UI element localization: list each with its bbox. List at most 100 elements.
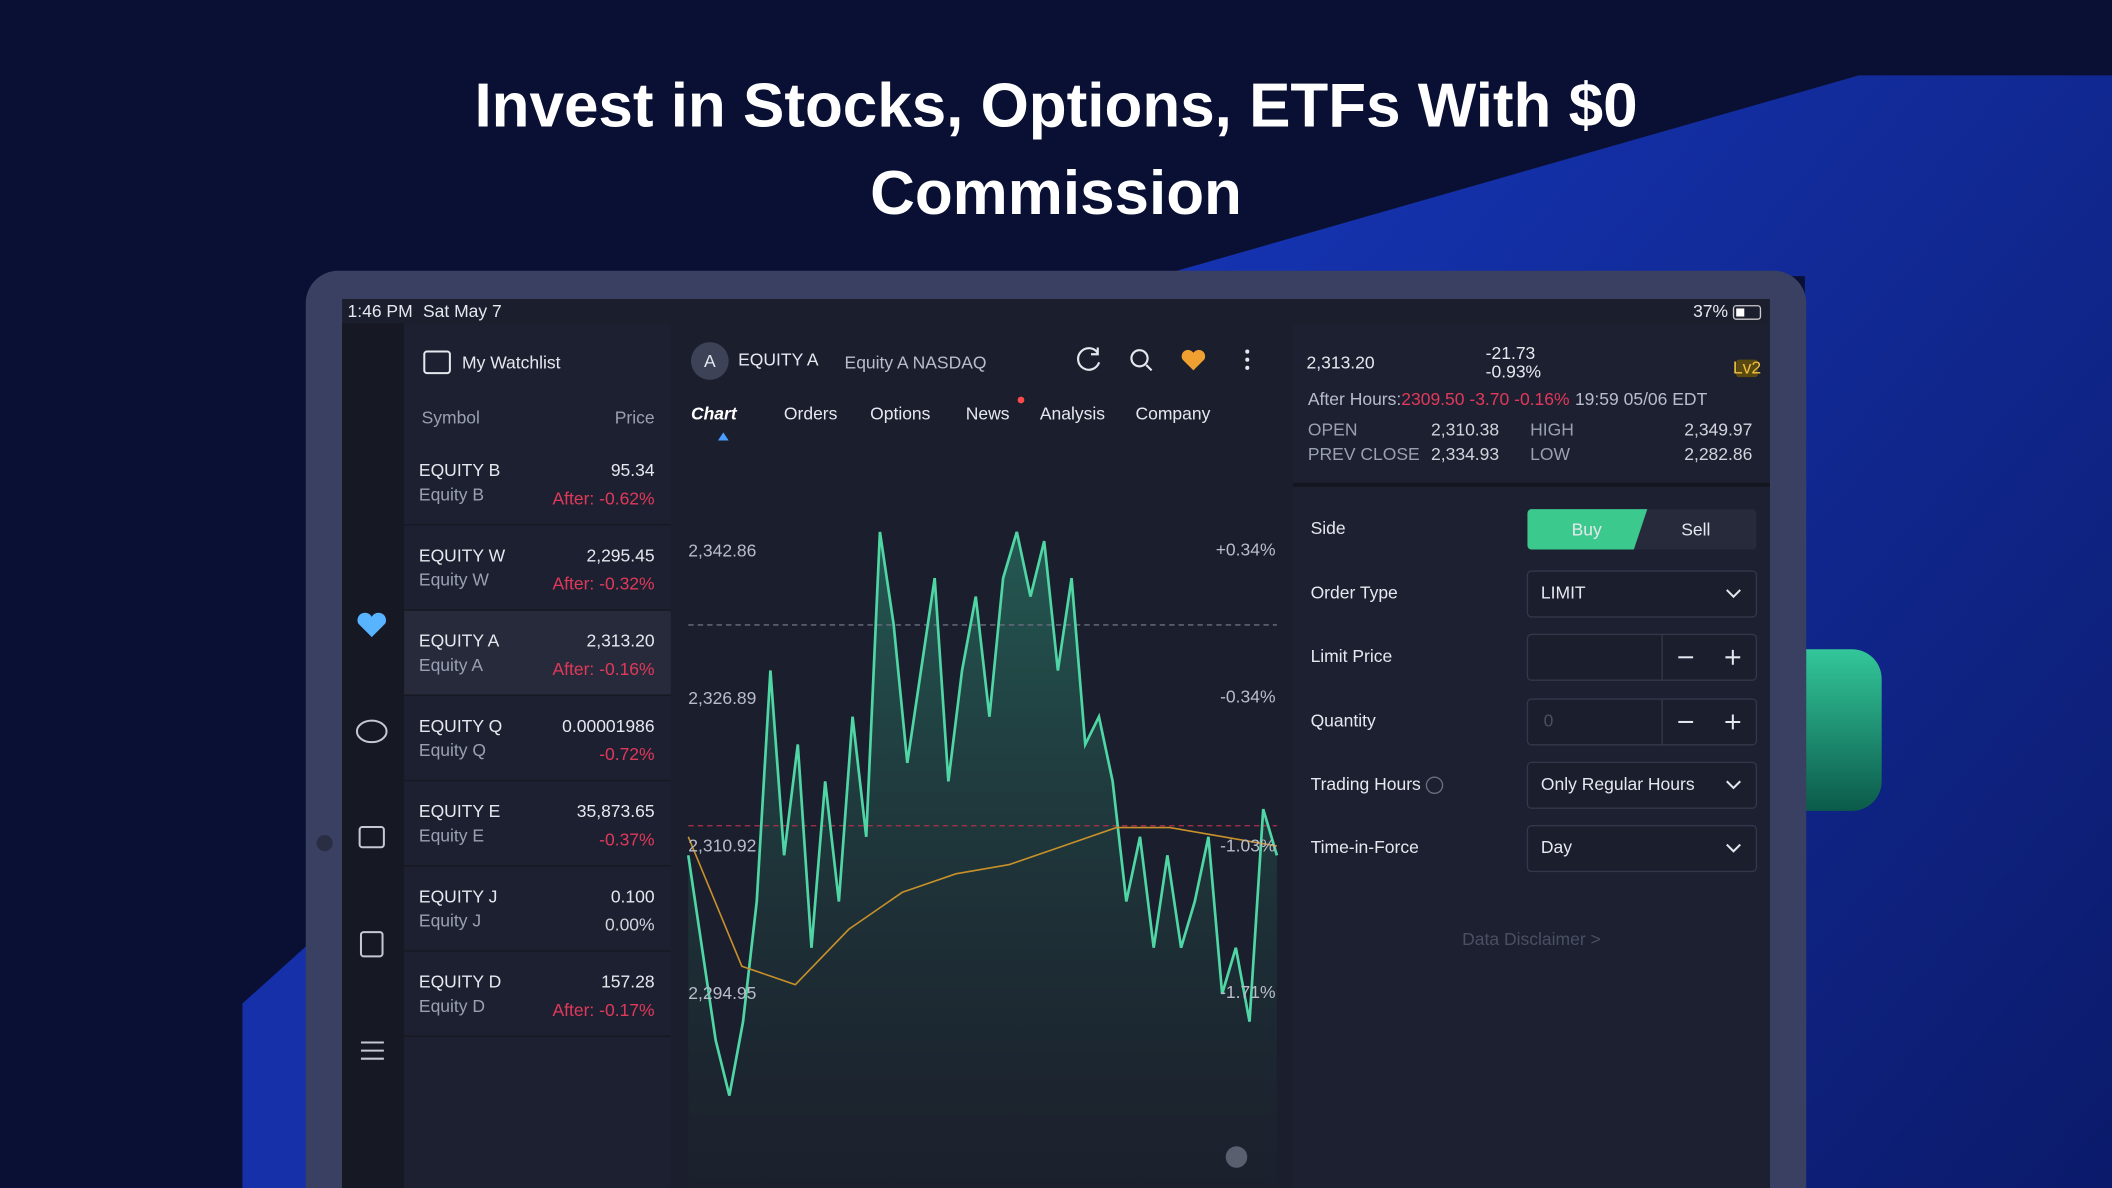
y-tick-label: 2,294.95 xyxy=(688,983,756,1003)
row-name: Equity J xyxy=(419,911,481,931)
plus-button[interactable] xyxy=(1725,714,1741,730)
field-label: Quantity xyxy=(1311,711,1376,731)
watchlist-icon[interactable] xyxy=(357,612,387,638)
column-header: Price xyxy=(615,408,655,428)
tab[interactable]: News xyxy=(966,403,1010,423)
price-line xyxy=(686,531,1279,1096)
avatar xyxy=(690,342,729,380)
refresh-icon[interactable] xyxy=(1077,347,1101,371)
watchlist-row[interactable]: EQUITY Q Equity Q 0.00001986 -0.72% xyxy=(404,696,671,782)
time-in-force-select[interactable] xyxy=(1526,825,1758,873)
watchlist-row[interactable]: EQUITY D Equity D 157.28 After: -0.17% xyxy=(404,952,671,1037)
stat-value: 2,310.38 xyxy=(1431,420,1499,440)
favorite-icon[interactable] xyxy=(1181,349,1206,371)
discover-icon[interactable] xyxy=(355,719,388,744)
price-change-pct: -0.93% xyxy=(1486,362,1541,382)
buy-button[interactable] xyxy=(1527,509,1648,550)
sidebar xyxy=(342,323,405,1188)
row-name: Equity B xyxy=(419,484,484,504)
row-bg xyxy=(404,781,671,866)
y2-tick-label: -1.71% xyxy=(1220,982,1275,1002)
row-name: Equity E xyxy=(419,825,484,845)
tab[interactable]: Analysis xyxy=(1040,403,1105,423)
row-price: 2,295.45 xyxy=(586,545,654,565)
field-label: Order Type xyxy=(1311,583,1398,603)
level2-badge[interactable] xyxy=(1736,359,1758,378)
y-tick-label: 2,310.92 xyxy=(688,835,756,855)
row-bg xyxy=(404,696,671,780)
order-form: Side Order Type Limit Price Quantity Trading… xyxy=(1311,509,1758,873)
row-change: After: -0.17% xyxy=(552,1000,654,1020)
battery-fill xyxy=(1736,308,1745,317)
tabs: Chart Orders Options News Analysis Company xyxy=(691,403,1211,423)
row-symbol: EQUITY E xyxy=(419,801,500,821)
trading-hours-select[interactable] xyxy=(1526,761,1758,809)
y2-tick-label: -0.34% xyxy=(1220,686,1275,706)
row-change: After: -0.32% xyxy=(552,574,654,594)
last-price: 2,313.20 xyxy=(1307,352,1375,372)
battery-icon xyxy=(1732,305,1762,320)
after-hours-time: 19:59 05/06 EDT xyxy=(1575,389,1708,409)
news-dot xyxy=(1017,396,1025,404)
search-icon-handle xyxy=(1145,364,1153,372)
tab[interactable]: Company xyxy=(1135,403,1210,423)
stat-label: OPEN xyxy=(1308,420,1358,440)
row-change: After: -0.62% xyxy=(552,488,654,508)
average-line xyxy=(687,826,1278,986)
trading-hours-value: Only Regular Hours xyxy=(1541,774,1695,794)
field-label: Limit Price xyxy=(1311,646,1393,666)
data-disclaimer[interactable]: Data Disclaimer > xyxy=(1462,929,1601,949)
row-change: After: -0.16% xyxy=(552,659,654,679)
search-icon[interactable] xyxy=(1130,349,1149,368)
field-label: Trading Hours xyxy=(1311,774,1421,794)
avatar-letter: A xyxy=(704,351,716,371)
decor-shape xyxy=(242,942,310,1188)
watchlist-row[interactable]: EQUITY W Equity W 2,295.45 After: -0.32% xyxy=(404,525,671,611)
row-price: 157.28 xyxy=(601,972,655,992)
quote-exchange: Equity A NASDAQ xyxy=(845,352,987,372)
tab[interactable]: Options xyxy=(870,403,931,423)
row-bg xyxy=(404,952,671,1036)
watchlist-title: My Watchlist xyxy=(462,352,561,372)
watchlist-row[interactable]: EQUITY E Equity E 35,873.65 -0.37% xyxy=(404,781,671,867)
row-change: -0.37% xyxy=(599,829,654,849)
dropdown-chevron xyxy=(1726,780,1741,790)
status-time: 1:46 PM xyxy=(348,301,413,321)
after-hours-label: After Hours: xyxy=(1308,389,1401,409)
order-type-select[interactable] xyxy=(1526,570,1758,618)
order-type-value: LIMIT xyxy=(1541,583,1586,603)
page-title: Invest in Stocks, Options, ETFs With $0 … xyxy=(474,70,1638,228)
row-bg xyxy=(404,610,671,695)
info-icon[interactable] xyxy=(1425,776,1444,795)
after-hours: After Hours:2309.50 -3.70 -0.16% 19:59 05… xyxy=(1308,389,1708,409)
buy-label[interactable]: Buy xyxy=(1572,519,1602,539)
level2-text: Lv2 xyxy=(1733,358,1761,378)
wallet-icon[interactable] xyxy=(358,826,385,849)
watchlist-row[interactable]: EQUITY A Equity A 2,313.20 After: -0.16% xyxy=(404,610,671,696)
row-symbol: EQUITY W xyxy=(419,545,506,565)
orders-icon[interactable] xyxy=(359,931,384,958)
price-change: -21.73 xyxy=(1486,343,1536,363)
row-name: Equity D xyxy=(419,996,485,1016)
row-price: 2,313.20 xyxy=(586,631,654,651)
limit-price-input[interactable] xyxy=(1526,633,1758,681)
plus-button[interactable] xyxy=(1725,649,1741,665)
chart-reset-button[interactable] xyxy=(1225,1146,1248,1168)
tab[interactable]: Chart xyxy=(691,403,738,423)
menu-icon[interactable] xyxy=(360,1041,384,1060)
camera xyxy=(316,835,333,852)
row-name: Equity W xyxy=(419,570,489,590)
quantity-input[interactable] xyxy=(1526,698,1758,746)
status-date: Sat May 7 xyxy=(423,301,502,321)
sell-label[interactable]: Sell xyxy=(1681,519,1710,539)
tab[interactable]: Orders xyxy=(784,403,838,423)
watchlist-row[interactable]: EQUITY B Equity B 95.34 After: -0.62% xyxy=(404,440,671,526)
row-price: 95.34 xyxy=(611,460,655,480)
watchlist-row[interactable]: EQUITY J Equity J 0.100 0.00% xyxy=(404,866,671,952)
column-header: Symbol xyxy=(422,408,480,428)
stat-label: HIGH xyxy=(1530,420,1574,440)
after-hours-value: 2309.50 -3.70 -0.16% xyxy=(1401,389,1569,409)
price-area xyxy=(688,531,1277,1188)
